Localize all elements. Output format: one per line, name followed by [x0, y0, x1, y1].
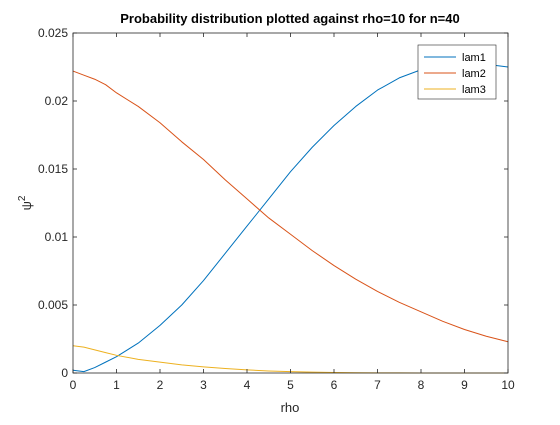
y-axis-label: ψ2	[17, 195, 34, 210]
x-axis-label: rho	[281, 400, 300, 415]
y-tick-label: 0.025	[38, 26, 68, 40]
x-tick-label: 5	[287, 378, 294, 392]
x-tick-label: 4	[244, 378, 251, 392]
legend-label-lam3: lam3	[462, 84, 486, 96]
x-tick-label: 10	[501, 378, 515, 392]
x-tick-label: 3	[200, 378, 207, 392]
y-axis-label-superscript: 2	[17, 195, 28, 201]
legend-items: lam1 lam2 lam3	[424, 52, 486, 96]
y-tick-label: 0.02	[45, 94, 69, 108]
x-tick-label: 9	[461, 378, 468, 392]
legend-box	[417, 44, 497, 100]
legend: lam1 lam2 lam3	[417, 44, 497, 100]
y-axis-label-group: ψ2	[17, 195, 34, 210]
y-axis-ticks: 0 0.005 0.01 0.015 0.02 0.025	[38, 26, 508, 380]
x-tick-label: 0	[70, 378, 77, 392]
x-tick-label: 1	[113, 378, 120, 392]
x-tick-label: 7	[374, 378, 381, 392]
x-tick-label: 8	[418, 378, 425, 392]
legend-label-lam2: lam2	[462, 68, 486, 80]
x-tick-label: 6	[331, 378, 338, 392]
x-axis-ticks: 0 1 2 3 4 5 6 7 8 9 10	[70, 33, 515, 392]
series-line-lam2	[72, 70, 509, 343]
x-tick-label: 2	[157, 378, 164, 392]
y-tick-label: 0.01	[45, 230, 69, 244]
legend-label-lam1: lam1	[462, 52, 486, 64]
y-axis-label-base: ψ	[19, 201, 34, 210]
chart-title: Probability distribution plotted against…	[120, 11, 460, 26]
y-tick-label: 0	[61, 366, 68, 380]
y-tick-label: 0.015	[38, 162, 68, 176]
y-tick-label: 0.005	[38, 298, 68, 312]
